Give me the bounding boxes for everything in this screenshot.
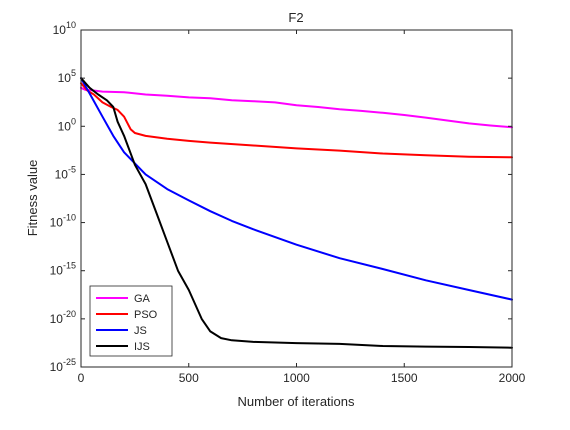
series-line-js [80, 77, 513, 301]
x-axis-label: Number of iterations [237, 394, 355, 409]
series-line-ijs [80, 77, 513, 349]
x-tick-label: 1000 [283, 371, 310, 385]
y-tick-base: 10 [50, 312, 64, 326]
chart-title: F2 [288, 10, 303, 25]
series-line-ga [80, 86, 513, 129]
legend-label-pso: PSO [134, 309, 158, 321]
y-tick-label: 10-25 [50, 357, 76, 374]
legend-label-ijs: IJS [134, 341, 150, 353]
y-tick-exponent: -5 [68, 164, 76, 174]
y-tick-exponent: 10 [66, 20, 76, 30]
y-tick-base: 10 [50, 360, 64, 374]
y-tick-exponent: 5 [71, 68, 76, 78]
tick-layer: 0 500 1000 1500 2000101010510010-510-1010-15… [50, 20, 526, 385]
y-tick-base: 10 [55, 167, 69, 181]
y-tick-label: 10-15 [50, 261, 76, 278]
x-tick-label: 0 [78, 371, 85, 385]
y-tick-label: 10-20 [50, 309, 76, 326]
y-tick-exponent: -10 [63, 213, 76, 223]
y-tick-label: 10-10 [50, 213, 76, 230]
series-layer [80, 77, 513, 349]
legend: GA PSO JS IJS [89, 285, 173, 357]
legend-label-ga: GA [134, 293, 151, 305]
x-tick-label: 500 [179, 371, 199, 385]
x-tick-label: 1500 [391, 371, 418, 385]
y-tick-base: 10 [50, 264, 64, 278]
legend-label-js: JS [134, 325, 147, 337]
y-tick-label: 100 [58, 116, 76, 133]
series-line-pso [80, 82, 513, 159]
y-tick-exponent: 0 [71, 116, 76, 126]
x-tick-label: 2000 [499, 371, 526, 385]
y-axis-label: Fitness value [25, 160, 40, 237]
y-tick-base: 10 [58, 119, 72, 133]
y-tick-label: 105 [58, 68, 76, 85]
y-tick-exponent: -15 [63, 261, 76, 271]
y-tick-exponent: -25 [63, 357, 76, 367]
y-tick-exponent: -20 [63, 309, 76, 319]
y-tick-label: 10-5 [55, 164, 76, 181]
y-tick-base: 10 [53, 23, 67, 37]
y-tick-base: 10 [50, 216, 64, 230]
y-tick-label: 1010 [53, 20, 76, 37]
y-tick-base: 10 [58, 71, 72, 85]
